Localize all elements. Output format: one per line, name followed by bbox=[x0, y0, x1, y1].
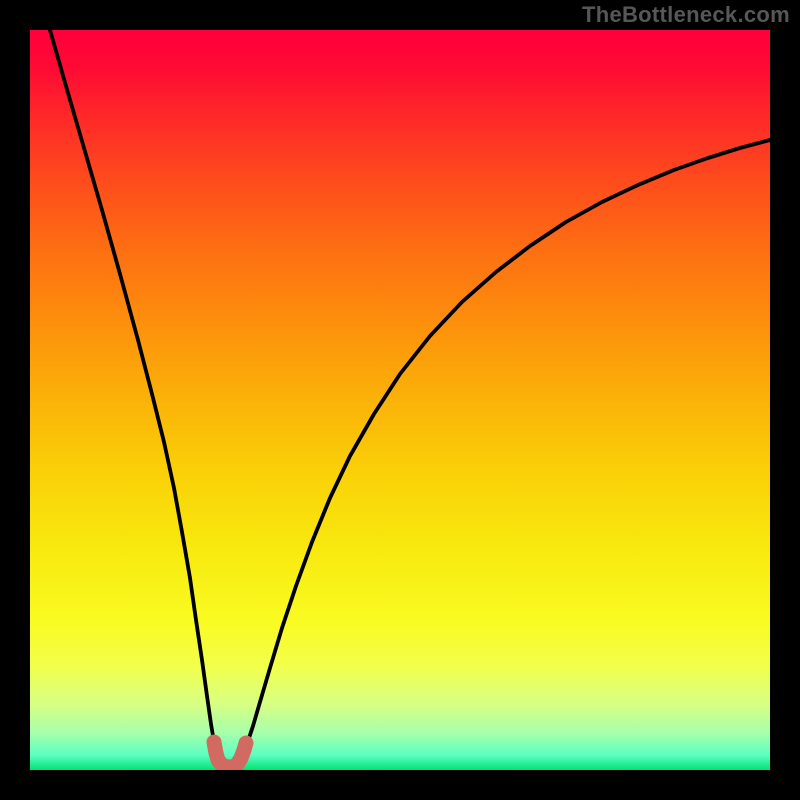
chart-stage: TheBottleneck.com bbox=[0, 0, 800, 800]
plot-area bbox=[30, 30, 770, 770]
bottleneck-chart bbox=[0, 0, 800, 800]
